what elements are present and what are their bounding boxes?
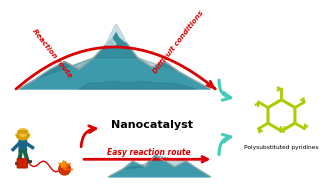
Polygon shape	[19, 25, 211, 89]
Text: N: N	[278, 126, 285, 136]
Text: Reaction route: Reaction route	[31, 28, 73, 79]
FancyArrowPatch shape	[219, 134, 231, 155]
FancyArrowPatch shape	[219, 80, 231, 100]
Polygon shape	[35, 58, 94, 79]
FancyBboxPatch shape	[17, 158, 28, 168]
Circle shape	[17, 129, 28, 139]
Text: Easy reaction route: Easy reaction route	[107, 148, 191, 157]
Polygon shape	[17, 130, 29, 134]
FancyBboxPatch shape	[18, 139, 27, 152]
Polygon shape	[137, 58, 178, 71]
Polygon shape	[108, 25, 126, 42]
Polygon shape	[155, 155, 186, 167]
Text: Nanocatalyst: Nanocatalyst	[111, 120, 193, 130]
Polygon shape	[94, 25, 137, 58]
Polygon shape	[105, 36, 116, 47]
Text: Difficult conditions: Difficult conditions	[152, 10, 205, 75]
Polygon shape	[79, 81, 196, 89]
Circle shape	[59, 163, 71, 175]
Polygon shape	[123, 155, 155, 169]
Text: Polysubstituted pyridines: Polysubstituted pyridines	[244, 145, 319, 150]
FancyArrowPatch shape	[81, 126, 96, 147]
Polygon shape	[108, 155, 211, 177]
